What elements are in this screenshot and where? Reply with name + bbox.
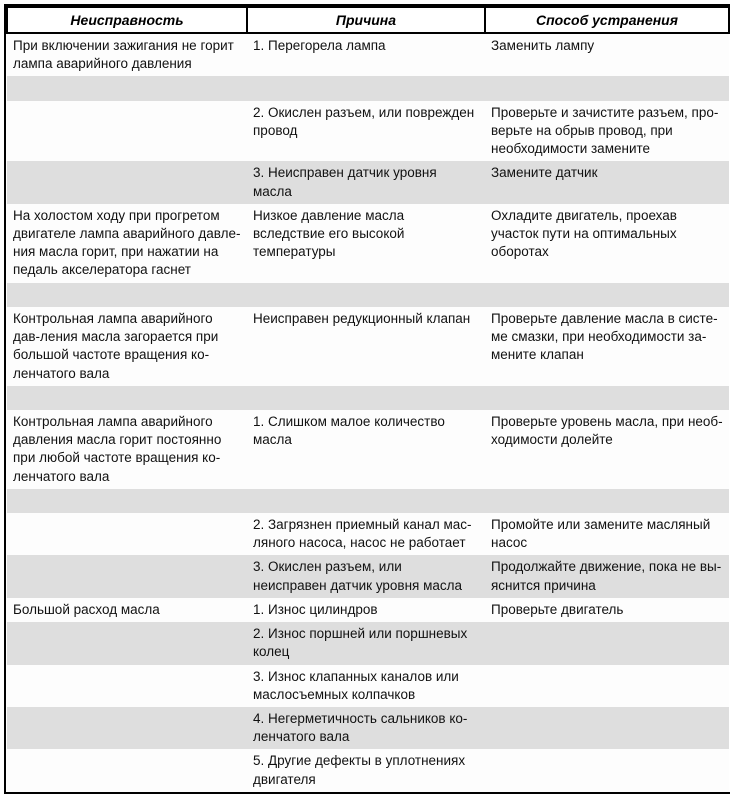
cell-fault [7,707,247,749]
cell-remedy [485,622,729,664]
table-header-row: Неисправность Причина Способ устранения [7,7,729,33]
table-row: При включении зажигания не горит лампа а… [7,33,729,76]
table-row: 3. Окислен разъем, или неисправен датчик… [7,555,729,597]
cell-cause: 1. Слишком малое количество масла [247,410,485,489]
cell-fault [7,101,247,162]
table-body: При включении зажигания не горит лампа а… [7,33,729,792]
troubleshooting-table: Неисправность Причина Способ устранения … [6,6,730,792]
cell-fault [7,161,247,203]
table-row [7,489,729,513]
table-row: 2. Загрязнен приемный канал мас-ляного н… [7,513,729,555]
cell-remedy [485,489,729,513]
cell-cause [247,283,485,307]
cell-remedy [485,707,729,749]
cell-remedy: Проверьте уровень масла, при необ-ходимо… [485,410,729,489]
cell-fault [7,555,247,597]
cell-fault [7,513,247,555]
cell-fault: На холостом ходу при прогретом двигателе… [7,204,247,283]
cell-fault [7,622,247,664]
cell-cause: 3. Износ клапанных каналов или маслосъем… [247,665,485,707]
cell-fault: Контрольная лампа аварийного давления ма… [7,410,247,489]
cell-remedy: Охладите двигатель, проехав участок пути… [485,204,729,283]
col-header-remedy: Способ устранения [485,7,729,33]
cell-remedy: Промойте или замените масляный насос [485,513,729,555]
cell-fault [7,489,247,513]
cell-fault: Большой расход масла [7,598,247,622]
cell-cause [247,489,485,513]
cell-fault [7,749,247,791]
cell-remedy [485,386,729,410]
cell-remedy: Заменить лампу [485,33,729,76]
col-header-cause: Причина [247,7,485,33]
cell-fault: При включении зажигания не горит лампа а… [7,33,247,76]
table-row [7,386,729,410]
table-row: На холостом ходу при прогретом двигателе… [7,204,729,283]
table-row [7,283,729,307]
table-row: 3. Неисправен датчик уровня маслаЗаменит… [7,161,729,203]
cell-cause: 3. Окислен разъем, или неисправен датчик… [247,555,485,597]
cell-remedy [485,76,729,100]
table-row: 5. Другие дефекты в уплотнениях двигател… [7,749,729,791]
cell-fault [7,283,247,307]
cell-cause: 4. Негерметичность сальников ко-ленчатог… [247,707,485,749]
cell-remedy [485,665,729,707]
cell-remedy: Проверьте и зачистите разъем, про-верьте… [485,101,729,162]
cell-cause: 2. Окислен разъем, или поврежден провод [247,101,485,162]
cell-remedy [485,283,729,307]
cell-cause: 3. Неисправен датчик уровня масла [247,161,485,203]
table-row: Большой расход масла1. Износ цилиндровПр… [7,598,729,622]
cell-cause: Низкое давление масла вследствие его выс… [247,204,485,283]
cell-fault [7,76,247,100]
cell-cause: 1. Перегорела лампа [247,33,485,76]
cell-remedy: Проверьте давление масла в систе-ме смаз… [485,307,729,386]
cell-fault [7,386,247,410]
table-row: Контрольная лампа аварийного давления ма… [7,410,729,489]
cell-remedy: Замените датчик [485,161,729,203]
cell-cause: 1. Износ цилиндров [247,598,485,622]
cell-cause [247,76,485,100]
cell-remedy: Продолжайте движение, пока не вы-яснится… [485,555,729,597]
cell-cause [247,386,485,410]
table-row: 3. Износ клапанных каналов или маслосъем… [7,665,729,707]
table-row: 4. Негерметичность сальников ко-ленчатог… [7,707,729,749]
cell-fault: Контрольная лампа аварийного дав-ления м… [7,307,247,386]
cell-cause: 2. Загрязнен приемный канал мас-ляного н… [247,513,485,555]
troubleshooting-table-container: Неисправность Причина Способ устранения … [4,4,730,794]
table-row [7,76,729,100]
table-row: 2. Износ поршней или поршневых колец [7,622,729,664]
cell-cause: 2. Износ поршней или поршневых колец [247,622,485,664]
cell-remedy: Проверьте двигатель [485,598,729,622]
table-row: 2. Окислен разъем, или поврежден проводП… [7,101,729,162]
cell-fault [7,665,247,707]
col-header-fault: Неисправность [7,7,247,33]
cell-cause: 5. Другие дефекты в уплотнениях двигател… [247,749,485,791]
cell-cause: Неисправен редукционный клапан [247,307,485,386]
cell-remedy [485,749,729,791]
table-row: Контрольная лампа аварийного дав-ления м… [7,307,729,386]
